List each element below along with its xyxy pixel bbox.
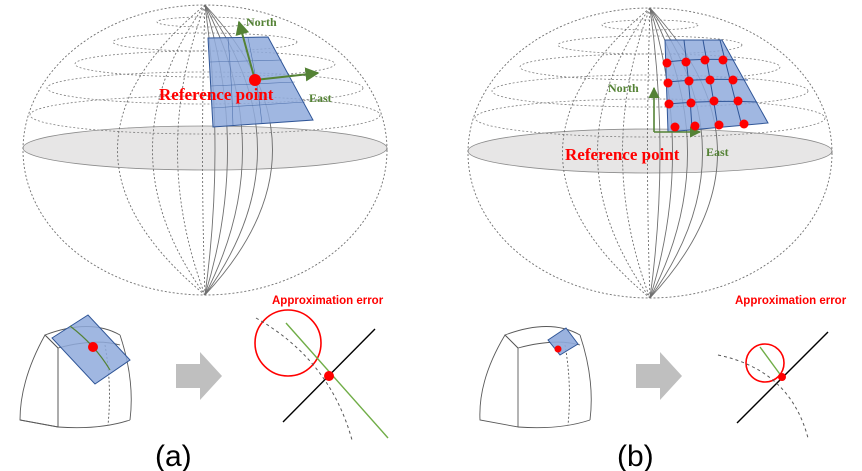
reference-point-a — [249, 74, 261, 86]
caption-b: (b) — [617, 440, 654, 471]
tangent-line-b — [759, 346, 783, 378]
error-label-b: Approximation error — [735, 295, 847, 307]
reference-points-b — [662, 55, 749, 132]
caption-a: (a) — [155, 440, 192, 471]
transform-arrow-a — [176, 352, 222, 400]
grid-point — [714, 120, 724, 130]
grid-point — [709, 96, 719, 106]
panel-b: North East Reference po — [467, 7, 847, 471]
grid-point — [690, 121, 700, 131]
grid-point — [663, 78, 673, 88]
north-label-b: North — [608, 81, 639, 95]
grid-point — [718, 55, 728, 65]
reference-label-b: Reference point — [565, 145, 680, 164]
transform-arrow-b — [636, 352, 682, 400]
grid-point — [670, 122, 680, 132]
grid-point — [728, 75, 738, 85]
octant-point-b — [554, 345, 562, 353]
zoom-detail-a: Approximation error — [254, 295, 389, 441]
zoom-point-b — [778, 373, 786, 381]
east-label-b: East — [706, 145, 729, 159]
grid-point — [686, 98, 696, 108]
north-axis-a — [235, 20, 256, 81]
octant-point-a — [88, 342, 98, 352]
equator-disk-a — [22, 125, 388, 171]
parallels-a — [29, 16, 381, 135]
grid-point — [664, 99, 674, 109]
grid-point — [662, 58, 672, 68]
reference-label-a: Reference point — [159, 85, 274, 104]
globe-b: North East Reference po — [467, 7, 833, 299]
grid-point — [700, 55, 710, 65]
grid-point — [739, 119, 749, 129]
globe-a: North East Reference point — [22, 4, 388, 296]
arc-b — [717, 354, 809, 439]
zoom-point-a — [324, 371, 334, 381]
parallels-b — [474, 19, 826, 138]
error-label-a: Approximation error — [272, 295, 384, 307]
panel-a: North East Reference point — [19, 4, 389, 471]
north-label-a: North — [246, 15, 277, 29]
grid-point — [681, 57, 691, 67]
tangent-line-a — [285, 322, 389, 439]
grid-point — [733, 96, 743, 106]
zoom-detail-b: Approximation error — [717, 295, 847, 439]
error-circle-a — [254, 309, 322, 377]
octant-b — [479, 326, 592, 429]
grid-point — [684, 76, 694, 86]
grid-point — [705, 75, 715, 85]
east-axis-a — [254, 67, 320, 82]
east-label-a: East — [309, 91, 332, 105]
error-circle-b — [745, 343, 785, 383]
arc-a — [255, 317, 353, 441]
